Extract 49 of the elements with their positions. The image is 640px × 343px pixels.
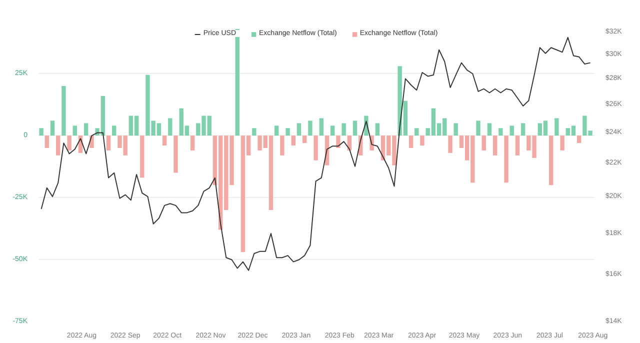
bar — [302, 136, 307, 144]
bar — [140, 136, 144, 178]
bar — [44, 136, 50, 148]
bar — [492, 136, 498, 156]
bar — [448, 136, 452, 153]
bar — [162, 136, 167, 146]
bar — [515, 136, 520, 156]
bar — [560, 136, 564, 150]
bar — [504, 136, 508, 183]
bar — [106, 136, 111, 150]
bar — [67, 136, 72, 150]
bar — [554, 118, 559, 136]
bar — [454, 123, 458, 136]
bar — [280, 136, 284, 156]
bar — [510, 126, 514, 136]
bar — [112, 126, 116, 136]
bar — [336, 136, 340, 148]
bar — [274, 126, 279, 136]
bar — [487, 123, 492, 136]
bar — [296, 123, 302, 136]
bar — [72, 126, 78, 136]
bar — [330, 126, 335, 136]
bar — [520, 123, 526, 136]
bar — [408, 136, 414, 148]
bar — [174, 136, 178, 173]
bar — [342, 123, 346, 136]
bar — [482, 136, 486, 150]
bar — [352, 120, 358, 136]
bar — [548, 136, 554, 186]
bar — [39, 128, 44, 136]
line-series — [40, 36, 591, 271]
bar — [84, 123, 88, 136]
bar — [168, 118, 172, 136]
bar — [190, 136, 195, 150]
bar — [498, 128, 503, 136]
bar — [62, 86, 66, 136]
bar — [50, 120, 55, 136]
bar — [476, 120, 480, 136]
bar — [56, 136, 60, 156]
bar — [291, 136, 296, 146]
bar — [286, 128, 290, 136]
bar — [576, 136, 582, 144]
bar — [414, 128, 419, 136]
bar — [420, 136, 424, 146]
bar — [308, 120, 312, 136]
bar — [314, 136, 318, 160]
bar — [252, 128, 256, 136]
bar — [319, 118, 324, 136]
bar — [375, 123, 380, 136]
